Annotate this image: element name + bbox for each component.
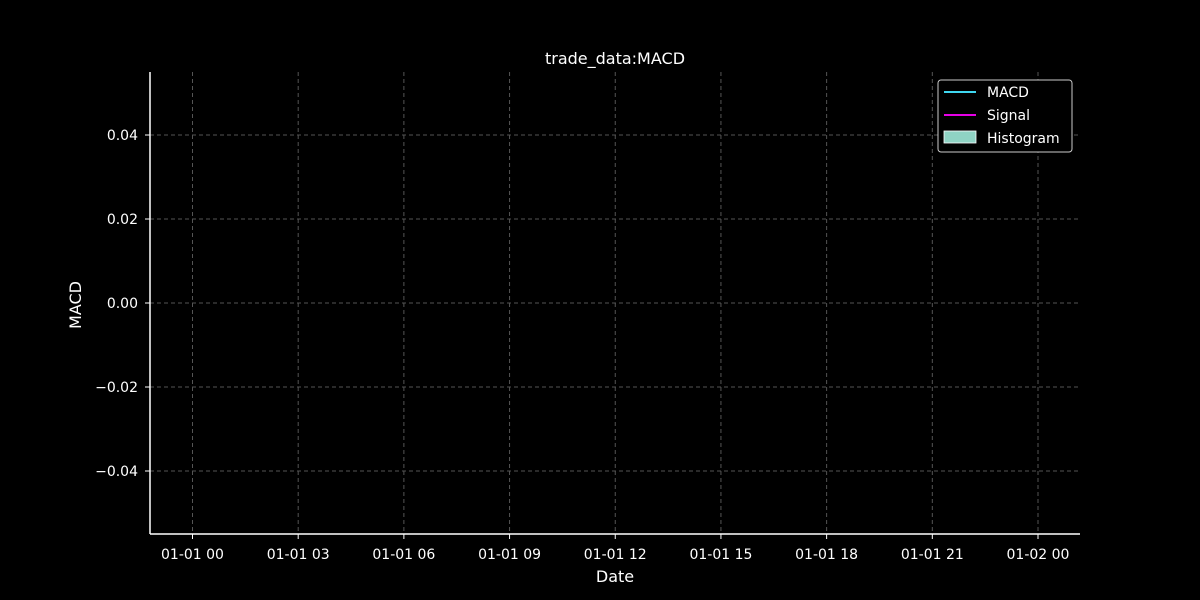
x-ticks: 01-01 00 01-01 03 01-01 06 01-01 09 01-01 12… [161,534,1069,563]
y-tick-label: −0.04 [95,464,138,480]
y-tick-label: −0.02 [95,380,138,396]
x-tick-label: 01-01 00 [161,547,224,563]
x-tick-label: 01-01 09 [478,547,541,563]
chart-title: trade_data:MACD [545,49,685,69]
legend: MACD Signal Histogram [937,79,1073,153]
x-tick-label: 01-01 15 [689,547,752,563]
legend-histogram-swatch [943,130,977,144]
y-tick-label: 0.00 [107,296,138,312]
legend-macd-label: MACD [987,85,1029,101]
x-axis-label: Date [596,567,634,586]
x-tick-label: 01-01 18 [795,547,858,563]
legend-histogram-label: Histogram [987,131,1060,147]
y-ticks: 0.04 0.02 0.00 −0.02 −0.04 [95,128,150,480]
legend-signal-label: Signal [987,108,1030,124]
y-axis-label: MACD [66,281,85,329]
x-tick-label: 01-01 12 [584,547,647,563]
x-tick-label: 01-01 21 [901,547,964,563]
x-tick-label: 01-01 03 [267,547,330,563]
x-tick-label: 01-01 06 [372,547,435,563]
y-tick-label: 0.04 [107,128,138,144]
x-tick-label: 01-02 00 [1007,547,1070,563]
y-tick-label: 0.02 [107,212,138,228]
